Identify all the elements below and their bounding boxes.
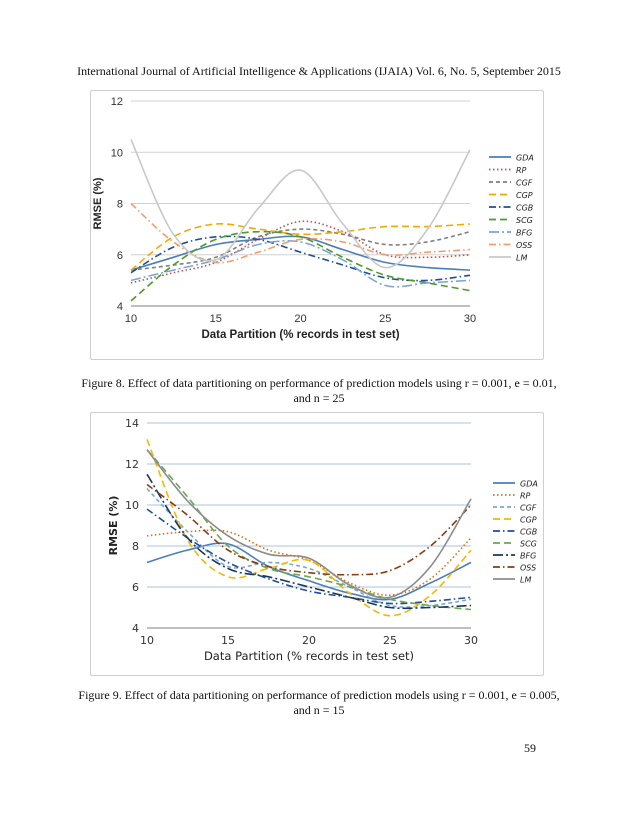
legend-label: RP bbox=[520, 492, 531, 501]
series-line-oss bbox=[146, 483, 472, 576]
page-number: 59 bbox=[524, 741, 536, 755]
chart-figure-9: 4 6 8 10 12 14 10 15 20 25 30 Data Partition (% rec… bbox=[90, 412, 544, 676]
x-tick-label: 20 bbox=[294, 313, 306, 325]
figure-9-caption: Figure 9. Effect of data partitioning on… bbox=[78, 688, 560, 717]
x-tick-label: 30 bbox=[464, 634, 478, 647]
x-tick-label: 25 bbox=[379, 313, 391, 325]
x-tick-label: 10 bbox=[140, 634, 154, 647]
series-line-scg bbox=[146, 449, 472, 611]
y-tick-label: 10 bbox=[125, 499, 139, 512]
series-line-rp bbox=[146, 529, 472, 597]
legend-label: CGB bbox=[520, 528, 537, 537]
series-line-lm bbox=[146, 449, 472, 599]
series-line-cgp bbox=[146, 439, 472, 617]
legend-label: SCG bbox=[516, 216, 533, 225]
x-tick-label: 25 bbox=[383, 634, 397, 647]
x-tick-label: 10 bbox=[125, 313, 137, 325]
legend-label: BFG bbox=[520, 552, 536, 561]
chart-figure-8: 4 6 8 10 12 10 15 20 25 30 Data Partition (% recor… bbox=[90, 90, 544, 360]
series-line-cgb bbox=[130, 235, 471, 282]
legend-label: OSS bbox=[520, 564, 536, 573]
legend-label: CGB bbox=[516, 204, 533, 213]
series-line-oss bbox=[130, 202, 471, 264]
y-tick-label: 14 bbox=[125, 417, 139, 430]
y-tick-label: 6 bbox=[132, 581, 139, 594]
chart-figure-9-svg: 4 6 8 10 12 14 10 15 20 25 30 Data Partition (% rec… bbox=[107, 417, 538, 663]
legend-label: OSS bbox=[516, 241, 532, 250]
y-axis-label: RMSE (%) bbox=[92, 177, 104, 229]
series-line-bfg bbox=[146, 473, 472, 610]
x-axis-label: Data Partition (% records in test set) bbox=[204, 649, 414, 663]
series-line-cgb bbox=[146, 508, 472, 605]
series-line-cgp bbox=[130, 222, 471, 271]
legend-label: CGP bbox=[520, 516, 537, 525]
x-tick-label: 20 bbox=[302, 634, 316, 647]
chart-figure-8-svg: 4 6 8 10 12 10 15 20 25 30 Data Partition (% recor… bbox=[92, 96, 534, 341]
y-axis-label: RMSE (%) bbox=[107, 496, 120, 556]
y-tick-label: 12 bbox=[125, 458, 139, 471]
y-tick-label: 8 bbox=[117, 199, 123, 211]
y-tick-label: 6 bbox=[117, 250, 123, 262]
series-line-scg bbox=[130, 230, 471, 302]
series-line-cgf bbox=[130, 228, 471, 271]
y-tick-label: 10 bbox=[111, 147, 123, 159]
y-tick-label: 4 bbox=[132, 622, 139, 635]
journal-header: International Journal of Artificial Inte… bbox=[77, 64, 561, 78]
legend-label: CGF bbox=[520, 504, 537, 513]
legend-label: LM bbox=[516, 254, 527, 263]
legend-label: CGF bbox=[516, 179, 533, 188]
legend-label: SCG bbox=[520, 540, 537, 549]
y-tick-label: 4 bbox=[117, 301, 123, 313]
x-tick-label: 15 bbox=[221, 634, 235, 647]
legend-label: CGP bbox=[516, 191, 533, 200]
series-line-rp bbox=[130, 220, 471, 284]
legend-label: GDA bbox=[516, 154, 534, 163]
x-tick-label: 15 bbox=[210, 313, 222, 325]
y-tick-label: 8 bbox=[132, 540, 139, 553]
series-line-bfg bbox=[130, 240, 471, 288]
legend-label: LM bbox=[520, 576, 531, 585]
legend-label: BFG bbox=[516, 229, 532, 238]
legend-label: RP bbox=[516, 166, 527, 175]
series-line-lm bbox=[130, 139, 471, 269]
series-line-gda bbox=[146, 542, 472, 601]
legend-label: GDA bbox=[520, 480, 538, 489]
y-tick-label: 12 bbox=[111, 96, 123, 108]
x-tick-label: 30 bbox=[464, 313, 476, 325]
figure-8-caption: Figure 8. Effect of data partitioning on… bbox=[81, 376, 557, 405]
x-axis-label: Data Partition (% records in test set) bbox=[201, 329, 399, 341]
